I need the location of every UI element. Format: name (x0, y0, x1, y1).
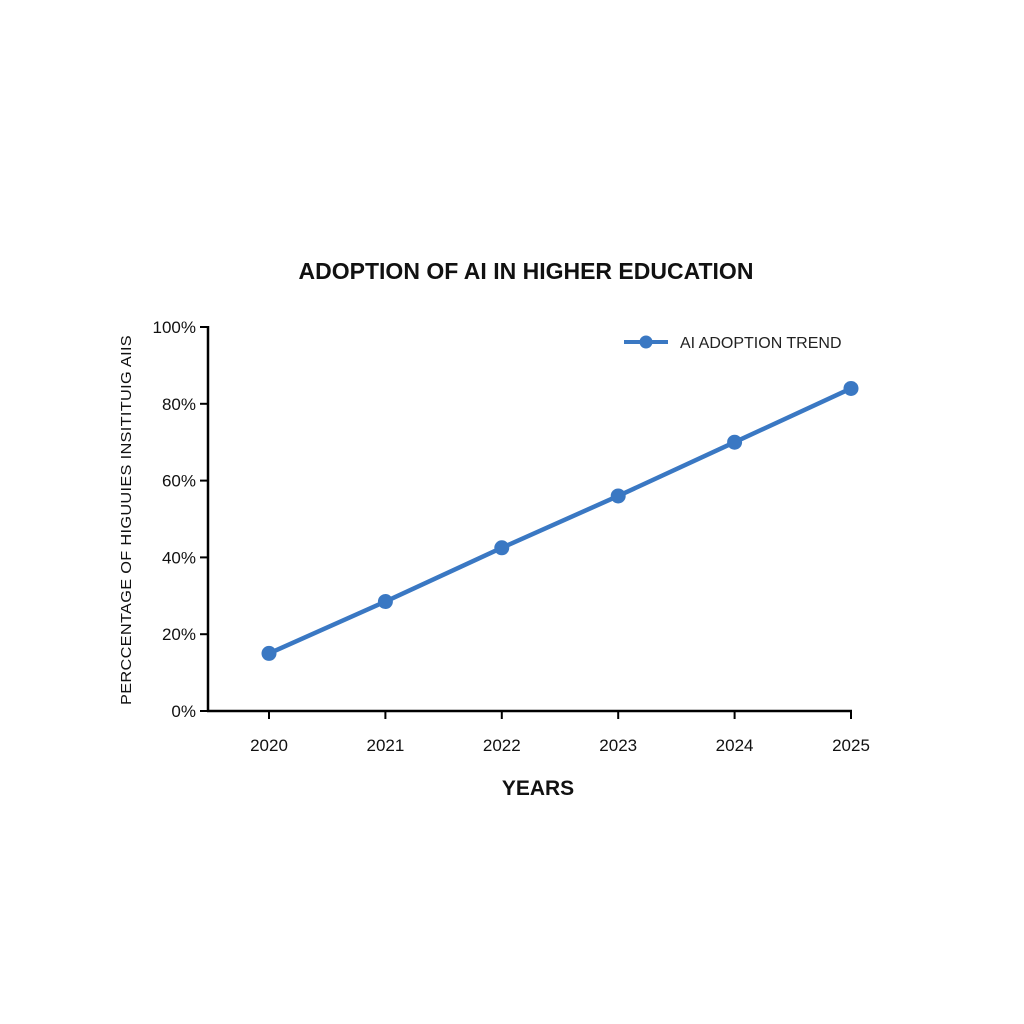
x-tick-label: 2023 (599, 736, 637, 755)
x-tick-label: 2020 (250, 736, 288, 755)
y-tick-label: 60% (162, 472, 196, 491)
data-point (494, 540, 510, 556)
x-tick-label: 2022 (483, 736, 521, 755)
series-line (266, 386, 854, 656)
data-point (261, 645, 277, 661)
y-tick-label: 0% (171, 702, 196, 721)
y-tick-label: 40% (162, 548, 196, 567)
data-point (727, 434, 743, 450)
y-tick-label: 80% (162, 395, 196, 414)
x-tick-label: 2021 (366, 736, 404, 755)
data-point (610, 488, 626, 504)
legend: AI ADOPTION TREND (624, 335, 842, 352)
x-tick-label: 2024 (716, 736, 754, 755)
legend-dot-marker (639, 335, 653, 349)
x-axis-title: YEARS (502, 777, 574, 800)
y-tick-label: 20% (162, 625, 196, 644)
x-tick-label: 2025 (832, 736, 870, 755)
data-point (843, 380, 859, 396)
chart-title: ADOPTION OF AI IN HIGHER EDUCATION (299, 258, 754, 284)
data-point (377, 594, 393, 610)
y-axis: 0% 20% 40% 60% 80% 100% (153, 318, 208, 721)
series-layer (261, 380, 859, 661)
x-axis: 2020 2021 2022 2023 2024 2025 (250, 711, 870, 755)
y-axis-title: PERCCENTAGE OF HIGUUIES INSITITUIG AIIS (118, 335, 135, 705)
y-tick-label: 100% (153, 318, 196, 337)
legend-label: AI ADOPTION TREND (680, 335, 842, 352)
